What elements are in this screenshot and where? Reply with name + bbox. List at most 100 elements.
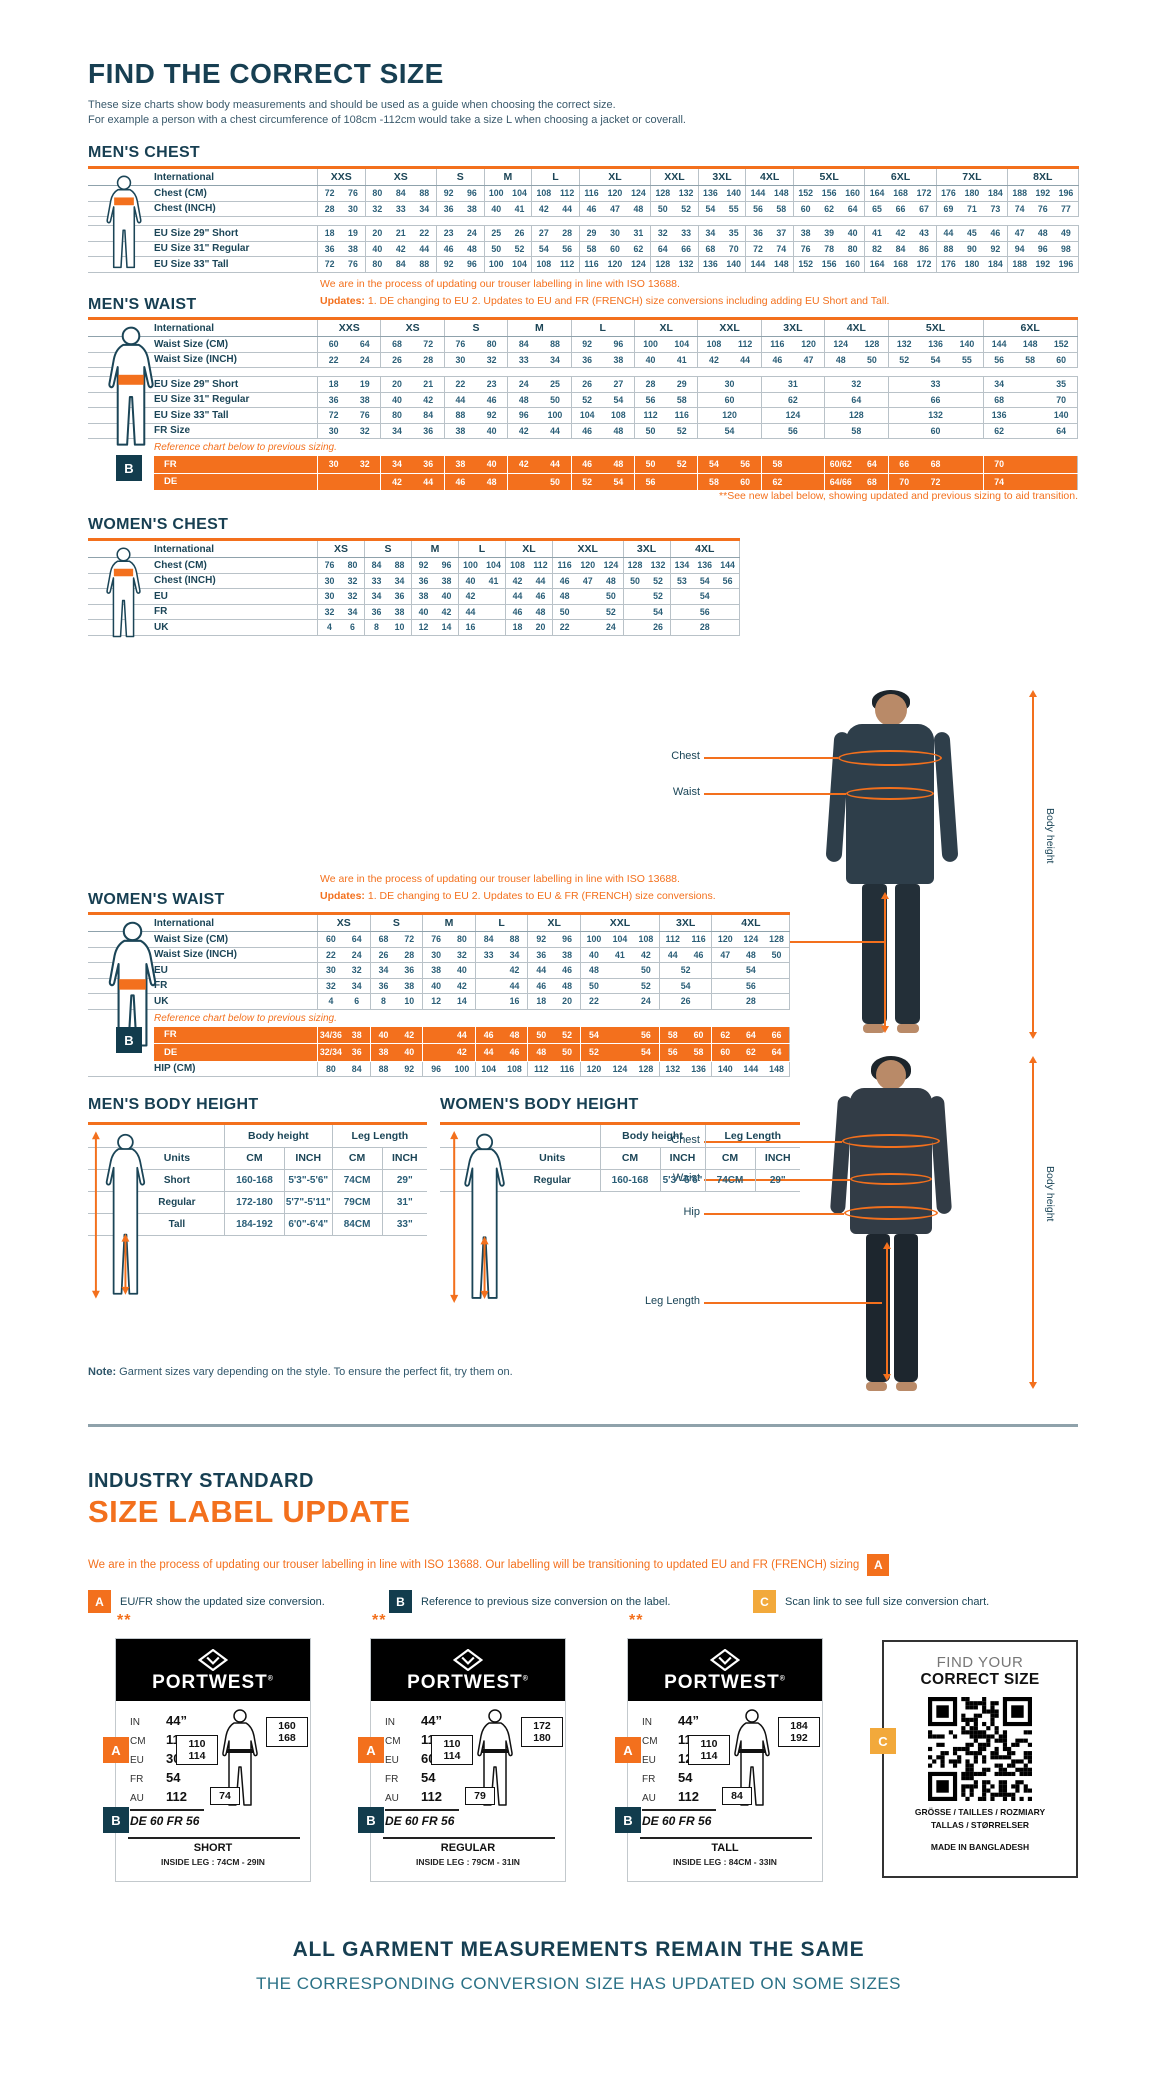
size-value: 60 xyxy=(724,394,735,405)
size-column-header: XL xyxy=(505,541,552,557)
size-value: 42 xyxy=(392,476,402,487)
size-group: 144 148 xyxy=(745,257,793,272)
size-value: 68 xyxy=(705,243,716,254)
size-group: 42 44 xyxy=(380,473,443,490)
height-data-row: Regular 172-180 5'7"-5'11" 79CM 31" xyxy=(88,1191,427,1214)
size-value: 88 xyxy=(455,410,466,421)
size-value: 88 xyxy=(509,934,520,945)
garment-note: Note: Garment sizes vary depending on th… xyxy=(88,1366,513,1378)
size-group: 132 xyxy=(887,408,983,423)
man-torso xyxy=(846,724,934,884)
size-value: 112 xyxy=(560,188,575,199)
size-value: 41 xyxy=(872,228,882,239)
size-column-header: S xyxy=(435,169,484,185)
size-group: 18 19 xyxy=(317,226,365,241)
correct-size-text: CORRECT SIZE xyxy=(920,1671,1040,1688)
size-system: CM xyxy=(385,1736,401,1747)
card-stars: ** xyxy=(372,1612,387,1629)
size-value: 46 xyxy=(486,394,497,405)
height-value: 31" xyxy=(381,1191,427,1214)
size-row: FR 32 34 36 38 40 42 44 46 48 50 52 54 56 xyxy=(88,604,740,620)
size-value: 92 xyxy=(443,188,454,199)
footer-line-1: ALL GARMENT MEASUREMENTS REMAIN THE SAME xyxy=(292,1938,865,1961)
legend-badge-c: C xyxy=(753,1590,776,1613)
size-value: 112 xyxy=(421,1789,442,1804)
row-label: UK xyxy=(154,995,169,1007)
size-value: 72 xyxy=(328,410,339,421)
size-value: 124 xyxy=(603,560,619,571)
row-label: EU Size 31" Regular xyxy=(154,243,250,255)
size-value: 52 xyxy=(676,425,687,436)
size-group: 27 28 xyxy=(531,226,579,241)
size-value: 28 xyxy=(324,203,335,214)
mens-waist-table: International XXS XS S M L XL XXL 3XL 4XL 5XL 6XL Wa… xyxy=(88,317,1078,491)
man-chest-label: Chest xyxy=(671,750,700,762)
size-column-header: M xyxy=(483,169,532,185)
row-label: Chest (CM) xyxy=(154,559,207,571)
size-value: 21 xyxy=(423,379,434,390)
size-value: 96 xyxy=(1037,243,1048,254)
size-row: Chest (INCH) 30 32 33 34 36 38 40 41 42 44 46 47 48 50… xyxy=(88,573,740,589)
size-value: 116 xyxy=(559,1063,575,1074)
size-value: 46 xyxy=(559,575,570,586)
size-group: 120 124 128 xyxy=(579,1061,659,1076)
size-value: 34 xyxy=(705,228,716,239)
size-value: 140 xyxy=(717,1063,733,1074)
size-value: 23 xyxy=(486,379,497,390)
card-stars: ** xyxy=(629,1612,644,1629)
size-value: 96 xyxy=(562,934,572,945)
size-column-header: 4XL xyxy=(824,320,887,336)
woman-waist-ellipse xyxy=(850,1173,932,1185)
corner-header: International xyxy=(154,543,215,555)
size-value: 38 xyxy=(455,425,466,436)
size-value: 60 xyxy=(930,425,941,436)
size-system: FR xyxy=(385,1774,399,1785)
size-value: 64 xyxy=(851,394,862,405)
portwest-diamond-logo xyxy=(453,1648,483,1671)
size-value: 156 xyxy=(821,259,837,270)
size-value: 36 xyxy=(328,394,339,405)
height-box: 172 180 xyxy=(521,1717,563,1748)
size-group: 176 180 184 xyxy=(935,257,1007,272)
label-figure xyxy=(218,1709,262,1814)
size-value: 42 xyxy=(404,1029,415,1040)
size-value: 44 xyxy=(456,1029,467,1040)
size-column-header: M xyxy=(411,541,458,557)
size-system: CM xyxy=(130,1736,146,1747)
size-value: 22 xyxy=(328,354,339,365)
height-value: 160-168 xyxy=(224,1169,285,1192)
size-value: 50 xyxy=(491,243,502,254)
size-column-header: XXL xyxy=(697,320,760,336)
size-group: 52 xyxy=(658,963,712,978)
size-value: 120 xyxy=(717,934,733,945)
size-value: 66 xyxy=(899,459,910,470)
size-value: 48 xyxy=(835,354,846,365)
size-group: 92 96 xyxy=(411,558,458,573)
size-group: 52 54 xyxy=(579,1044,659,1061)
size-group: 70 xyxy=(982,456,1078,473)
row-label: FR xyxy=(154,606,168,618)
size-group: 120 124 128 xyxy=(711,932,791,947)
size-value: 168 xyxy=(893,259,908,270)
size-group: 29 30 31 xyxy=(578,226,650,241)
size-group: 30 32 xyxy=(317,589,364,604)
size-value: 19 xyxy=(359,379,370,390)
size-value: 50 xyxy=(630,575,640,586)
label-size-row: AU 112 xyxy=(385,1789,442,1806)
size-value: 60 xyxy=(328,339,339,350)
row-label: FR xyxy=(164,458,177,470)
row-label: DE xyxy=(164,1046,178,1058)
size-value: 42 xyxy=(456,980,467,991)
size-row: EU Size 33" Tall 72 76 80 84 88 92 96 100 104 108 1… xyxy=(88,257,1079,273)
size-value: 48 xyxy=(509,1029,520,1040)
size-value: 56 xyxy=(994,354,1005,365)
size-value: 100 xyxy=(488,259,504,270)
size-group: 40 42 xyxy=(369,1026,423,1043)
size-value: 28 xyxy=(699,622,710,633)
size-value: 12 xyxy=(431,996,441,1007)
size-group: 66 68 xyxy=(887,456,983,473)
size-group: 46 48 xyxy=(474,1026,528,1043)
size-value: 20 xyxy=(562,996,572,1007)
size-value: 30 xyxy=(348,203,358,214)
size-value: 8 xyxy=(381,996,386,1007)
